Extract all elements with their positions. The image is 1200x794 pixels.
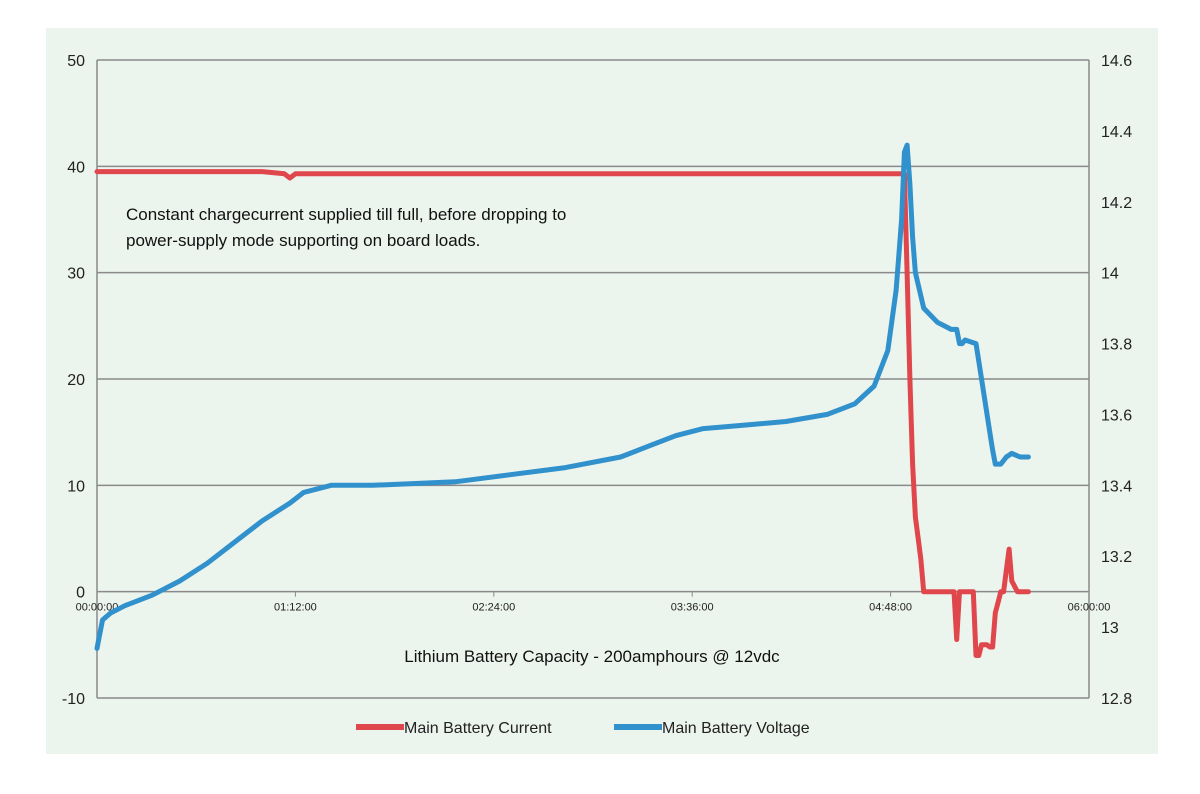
left-tick-label: 40 [67,159,85,176]
battery-chart: 50 40 30 20 10 0 -10 14.6 14.4 14.2 14 13.8 13.6 13.… [62,53,1132,737]
x-tick-label: 04:48:00 [869,602,912,614]
right-tick-label: 13.6 [1101,407,1132,424]
right-tick-label: 13.4 [1101,478,1132,495]
left-tick-label: 20 [67,372,85,389]
series-line-current [94,169,1031,658]
right-tick-label: 12.8 [1101,691,1132,708]
x-tick-label: 01:12:00 [274,602,317,614]
x-tick-label: 06:00:00 [1068,602,1111,614]
series-line-voltage [94,142,1031,651]
right-tick-label: 13.2 [1101,549,1132,566]
left-axis-ticks: 50 40 30 20 10 0 -10 [62,53,85,708]
chart-panel: 50 40 30 20 10 0 -10 14.6 14.4 14.2 14 13.8 13.6 13.… [46,28,1158,754]
annotation-line-1: Constant chargecurrent supplied till ful… [126,205,566,224]
left-tick-label: 0 [76,585,85,602]
x-tick-label: 00:00:00 [76,602,119,614]
right-tick-label: 14.2 [1101,195,1132,212]
left-tick-label: 30 [67,266,85,283]
right-tick-label: 13 [1101,620,1119,637]
legend-label-voltage: Main Battery Voltage [662,720,810,737]
right-tick-label: 13.8 [1101,337,1132,354]
x-axis-label: Lithium Battery Capacity - 200amphours @… [404,647,780,666]
annotation-line-2: power-supply mode supporting on board lo… [126,231,480,250]
series-layer [94,142,1031,658]
legend: Main Battery Current Main Battery Voltag… [356,720,810,737]
left-tick-label: 50 [67,53,85,70]
right-tick-label: 14.6 [1101,53,1132,70]
x-axis-ticks: 00:00:00 01:12:00 02:24:00 03:36:00 04:48:00… [76,591,1111,614]
grid-lines [96,59,1090,699]
left-tick-label: -10 [62,691,85,708]
legend-label-current: Main Battery Current [404,720,552,737]
left-tick-label: 10 [67,478,85,495]
x-tick-label: 02:24:00 [472,602,515,614]
right-tick-label: 14 [1101,266,1119,283]
right-tick-label: 14.4 [1101,124,1132,141]
x-tick-label: 03:36:00 [671,602,714,614]
right-axis-ticks: 14.6 14.4 14.2 14 13.8 13.6 13.4 13.2 13 12.8 [1101,53,1132,708]
